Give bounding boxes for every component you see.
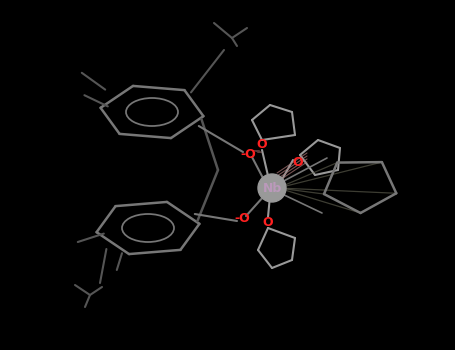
Text: O: O xyxy=(263,216,273,229)
Circle shape xyxy=(258,174,286,202)
Text: -O: -O xyxy=(234,211,250,224)
Text: -O: -O xyxy=(240,148,256,161)
Text: Nb: Nb xyxy=(263,182,282,195)
Text: O: O xyxy=(293,155,303,168)
Text: O: O xyxy=(257,139,268,152)
